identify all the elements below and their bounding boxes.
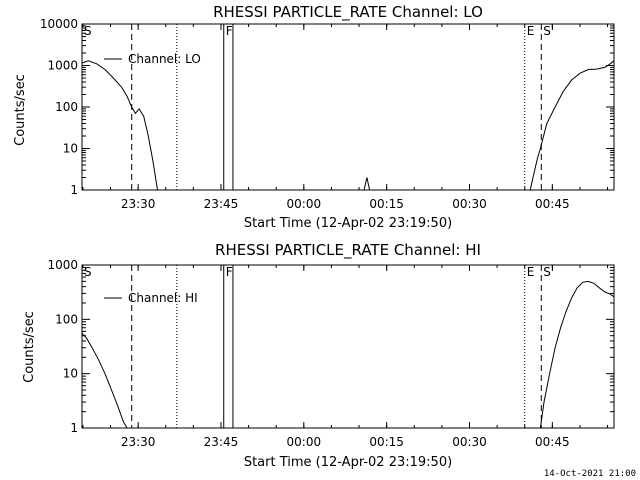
time-marker-label: E [527, 265, 535, 279]
time-marker-label: E [527, 24, 535, 38]
time-marker-label: S' [543, 265, 554, 279]
x-tick-label: 23:45 [204, 197, 239, 211]
series-line [81, 333, 128, 429]
time-markers-lo: S F E S' [81, 24, 615, 190]
legend-label-lo: Channel: LO [128, 52, 201, 66]
x-tick-label: 00:30 [452, 435, 487, 449]
time-markers-hi: S F E S' [81, 265, 615, 428]
y-tick-label: 100 [55, 100, 78, 114]
time-marker-label: F [226, 24, 233, 38]
x-tick-label: 23:45 [204, 435, 239, 449]
time-marker-label: S [84, 24, 92, 38]
y-tick-label: 100 [55, 312, 78, 326]
y-tick-label: 10 [63, 367, 78, 381]
x-axis-label-hi: Start Time (12-Apr-02 23:19:50) [244, 455, 452, 470]
y-tick-label: 1000 [47, 59, 78, 73]
y-tick-label: 1000 [47, 258, 78, 272]
x-tick-label: 00:15 [369, 435, 404, 449]
legend-lo: Channel: LO [104, 52, 201, 66]
series-line [529, 60, 615, 191]
x-tick-label: 23:30 [121, 197, 156, 211]
series-line [363, 177, 371, 191]
x-tick-label: 00:00 [287, 435, 322, 449]
time-marker-label: S [84, 265, 92, 279]
x-axis-label-lo: Start Time (12-Apr-02 23:19:50) [244, 216, 452, 231]
chart-panel-hi: RHESSI PARTICLE_RATE Channel: HI Counts/… [22, 241, 615, 470]
footer-timestamp: 14-Oct-2021 21:00 [544, 469, 636, 479]
series-line [81, 60, 158, 191]
y-axis-label-lo: Counts/sec [13, 74, 28, 146]
legend-label-hi: Channel: HI [128, 291, 198, 305]
data-series-lo [81, 60, 615, 191]
chart-title-lo: RHESSI PARTICLE_RATE Channel: LO [213, 3, 483, 22]
x-tick-label: 00:45 [535, 197, 570, 211]
legend-hi: Channel: HI [104, 291, 198, 305]
y-tick-label: 10000 [40, 17, 78, 31]
axis-ticks-lo: 23:30 23:45 00:00 00:15 00:30 00:45 1 10 100 1000… [40, 17, 614, 211]
x-tick-label: 00:00 [287, 197, 322, 211]
x-tick-label: 00:45 [535, 435, 570, 449]
x-tick-label: 00:15 [369, 197, 404, 211]
axis-ticks-hi: 23:30 23:45 00:00 00:15 00:30 00:45 1 10 100 1000 [47, 258, 614, 449]
data-series-hi [81, 280, 615, 429]
chart-title-hi: RHESSI PARTICLE_RATE Channel: HI [215, 241, 481, 260]
y-axis-label-hi: Counts/sec [22, 311, 37, 383]
time-marker-label: S' [543, 24, 554, 38]
y-tick-label: 10 [63, 142, 78, 156]
chart-panel-lo: RHESSI PARTICLE_RATE Channel: LO Counts/… [13, 3, 615, 231]
x-tick-label: 00:30 [452, 197, 487, 211]
plot-frame-hi [81, 264, 615, 429]
series-line [539, 280, 615, 429]
y-tick-label: 1 [70, 421, 78, 435]
y-tick-label: 1 [70, 183, 78, 197]
plot-frame-lo [81, 23, 615, 191]
x-tick-label: 23:30 [121, 435, 156, 449]
time-marker-label: F [226, 265, 233, 279]
